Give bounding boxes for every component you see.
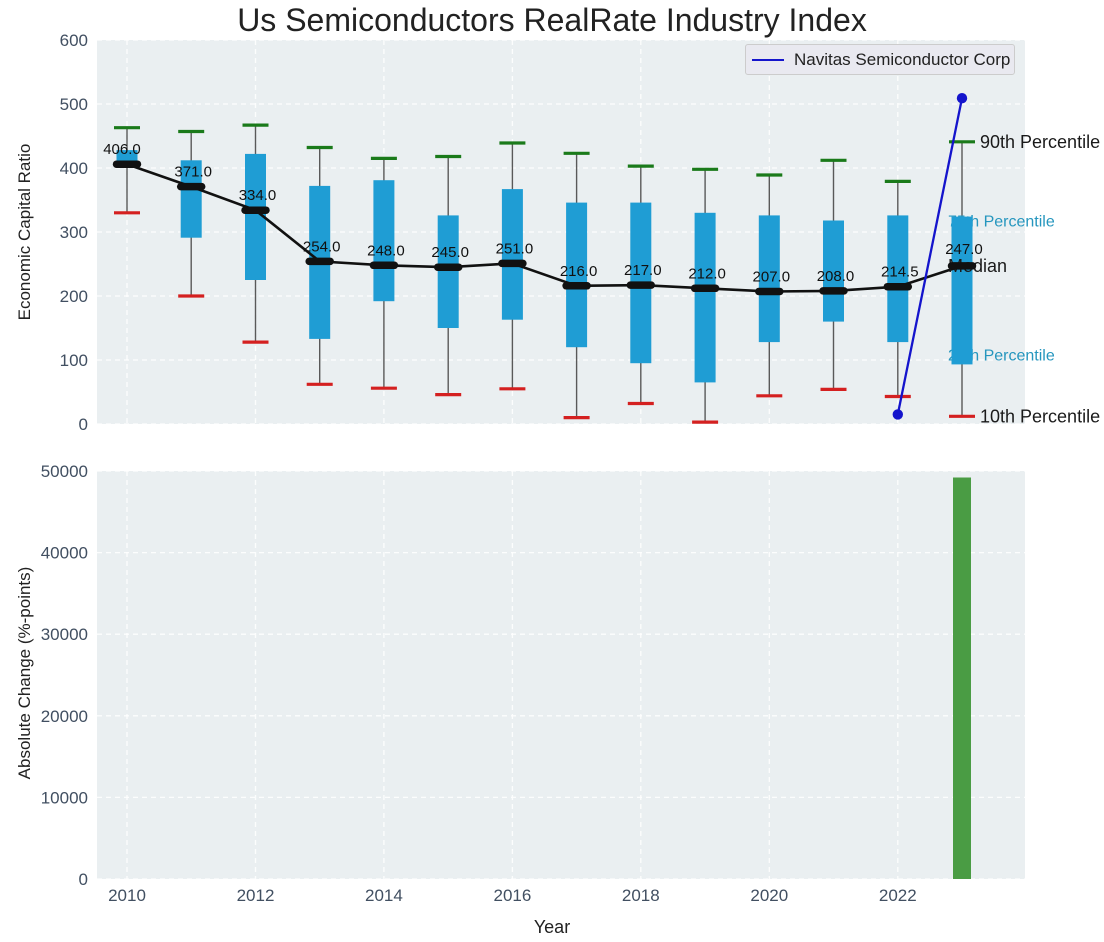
svg-text:0: 0	[79, 415, 88, 434]
svg-text:30000: 30000	[41, 625, 88, 644]
svg-text:100: 100	[60, 351, 88, 370]
svg-text:406.0: 406.0	[103, 141, 141, 158]
svg-text:2020: 2020	[750, 886, 788, 905]
svg-text:300: 300	[60, 223, 88, 242]
svg-text:500: 500	[60, 95, 88, 114]
svg-text:2014: 2014	[365, 886, 403, 905]
svg-text:10th Percentile: 10th Percentile	[980, 406, 1100, 426]
svg-text:2012: 2012	[237, 886, 275, 905]
svg-text:208.0: 208.0	[817, 268, 855, 285]
svg-text:245.0: 245.0	[431, 244, 469, 261]
svg-text:50000: 50000	[41, 462, 88, 481]
svg-text:600: 600	[60, 31, 88, 50]
svg-text:217.0: 217.0	[624, 262, 662, 279]
svg-text:90th Percentile: 90th Percentile	[980, 132, 1100, 152]
svg-text:10000: 10000	[41, 788, 88, 807]
svg-text:251.0: 251.0	[496, 240, 534, 257]
svg-text:40000: 40000	[41, 544, 88, 563]
svg-text:214.5: 214.5	[881, 264, 919, 281]
svg-text:212.0: 212.0	[688, 265, 726, 282]
svg-text:248.0: 248.0	[367, 242, 405, 259]
svg-text:207.0: 207.0	[753, 269, 791, 286]
svg-text:2016: 2016	[493, 886, 531, 905]
svg-text:0: 0	[79, 870, 88, 889]
svg-text:334.0: 334.0	[239, 187, 277, 204]
svg-text:200: 200	[60, 287, 88, 306]
svg-text:216.0: 216.0	[560, 263, 598, 280]
svg-text:400: 400	[60, 159, 88, 178]
svg-text:254.0: 254.0	[303, 238, 341, 255]
svg-text:371.0: 371.0	[174, 164, 212, 181]
svg-text:2010: 2010	[108, 886, 146, 905]
svg-text:2022: 2022	[879, 886, 917, 905]
svg-text:20000: 20000	[41, 707, 88, 726]
svg-text:2018: 2018	[622, 886, 660, 905]
